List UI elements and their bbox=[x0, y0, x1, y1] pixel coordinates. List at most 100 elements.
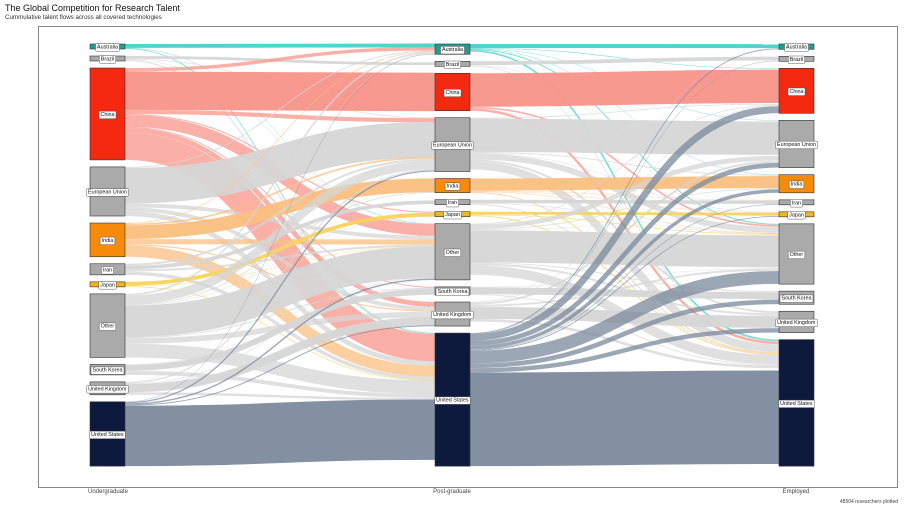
flow-undergraduate-japan-to-japan bbox=[124, 212, 436, 286]
flow-undergraduate-other-to-india bbox=[124, 191, 436, 306]
flow-post-graduate-united-states-to-european-union bbox=[469, 162, 780, 346]
label-employed-iran: Iran bbox=[790, 199, 803, 208]
stage-label-employed: Employed bbox=[782, 489, 810, 495]
label-undergraduate-india: India bbox=[99, 236, 116, 245]
flow-post-graduate-united-states-to-australia bbox=[469, 48, 780, 334]
label-post-graduate-india: India bbox=[444, 182, 461, 191]
flow-undergraduate-india-to-european-union bbox=[124, 156, 436, 226]
label-box-post-graduate-brazil bbox=[444, 60, 461, 69]
label-box-employed-china bbox=[787, 87, 806, 96]
label-box-undergraduate-india bbox=[99, 236, 116, 245]
label-box-employed-iran bbox=[790, 199, 803, 208]
label-employed-india: India bbox=[788, 180, 805, 189]
flow-post-graduate-japan-to-japan bbox=[469, 211, 780, 216]
flow-undergraduate-india-to-australia bbox=[124, 51, 436, 224]
node-labels: Australia Brazil China European Union India I… bbox=[86, 43, 818, 439]
label-text-post-graduate-australia: Australia bbox=[442, 47, 463, 53]
label-employed-china: China bbox=[787, 87, 806, 96]
flow-post-graduate-india-to-india bbox=[469, 176, 780, 191]
label-text-post-graduate-other: Other bbox=[446, 250, 460, 256]
label-box-post-graduate-united-kingdom bbox=[431, 311, 474, 320]
flow-undergraduate-united-states-to-european-union bbox=[124, 170, 436, 404]
page-title: The Global Competition for Research Tale… bbox=[5, 3, 180, 13]
flow-undergraduate-united-states-to-other bbox=[124, 278, 436, 405]
flow-post-graduate-china-to-china bbox=[469, 69, 780, 107]
label-box-post-graduate-united-states bbox=[434, 396, 471, 405]
label-text-post-graduate-india: India bbox=[447, 184, 459, 190]
flow-post-graduate-south-korea-to-united-states bbox=[469, 294, 780, 366]
flow-post-graduate-united-kingdom-to-china bbox=[469, 105, 780, 303]
flow-undergraduate-india-to-india bbox=[124, 178, 436, 240]
label-box-undergraduate-united-states bbox=[89, 430, 126, 439]
label-text-employed-other: Other bbox=[790, 252, 804, 258]
label-box-employed-australia bbox=[784, 43, 809, 52]
label-box-employed-india bbox=[788, 180, 805, 189]
flow-undergraduate-other-to-european-union bbox=[124, 160, 436, 305]
flow-undergraduate-south-korea-to-united-states bbox=[124, 370, 436, 398]
flow-undergraduate-european-union-to-european-union bbox=[124, 121, 436, 204]
label-box-employed-japan bbox=[787, 211, 806, 220]
label-box-post-graduate-india bbox=[444, 182, 461, 191]
flow-undergraduate-other-to-australia bbox=[124, 51, 436, 296]
label-text-undergraduate-south-korea: South Korea bbox=[93, 368, 123, 374]
chart-frame bbox=[38, 26, 898, 488]
flow-post-graduate-european-union-to-china bbox=[469, 103, 780, 119]
label-post-graduate-brazil: Brazil bbox=[444, 60, 461, 69]
label-post-graduate-iran: Iran bbox=[446, 199, 459, 208]
node-undergraduate-other bbox=[89, 293, 126, 358]
label-employed-japan: Japan bbox=[787, 211, 806, 220]
label-box-post-graduate-japan bbox=[443, 211, 462, 220]
flow-undergraduate-iran-to-other bbox=[124, 244, 436, 272]
flow-post-graduate-other-to-india bbox=[469, 188, 780, 230]
label-undergraduate-south-korea: South Korea bbox=[90, 366, 125, 375]
flow-undergraduate-united-kingdom-to-european-union bbox=[124, 169, 436, 384]
label-box-post-graduate-south-korea bbox=[435, 287, 470, 296]
label-text-undergraduate-india: India bbox=[102, 238, 114, 244]
flow-undergraduate-iran-to-european-union bbox=[124, 158, 436, 266]
label-text-employed-european-union: European Union bbox=[777, 142, 816, 148]
label-employed-other: Other bbox=[787, 250, 806, 259]
label-undergraduate-iran: Iran bbox=[101, 266, 114, 275]
flow-undergraduate-other-to-south-korea bbox=[124, 287, 436, 339]
flow-undergraduate-united-kingdom-to-united-states bbox=[124, 392, 436, 401]
label-box-post-graduate-iran bbox=[446, 199, 459, 208]
label-text-employed-brazil: Brazil bbox=[790, 57, 803, 63]
flow-post-graduate-united-states-to-united-kingdom bbox=[469, 328, 780, 373]
flow-undergraduate-other-to-other bbox=[124, 246, 436, 338]
label-box-post-graduate-european-union bbox=[431, 141, 474, 150]
label-employed-european-union: European Union bbox=[775, 140, 818, 149]
label-box-undergraduate-japan bbox=[98, 281, 117, 290]
flow-post-graduate-south-korea-to-south-korea bbox=[469, 287, 780, 300]
flow-post-graduate-other-to-european-union bbox=[469, 155, 780, 230]
label-text-undergraduate-australia: Australia bbox=[97, 45, 118, 51]
flow-undergraduate-china-to-european-union bbox=[124, 109, 436, 123]
label-text-employed-united-kingdom: United Kingdom bbox=[777, 320, 816, 326]
label-employed-brazil: Brazil bbox=[788, 55, 805, 64]
label-box-employed-brazil bbox=[788, 55, 805, 64]
label-text-post-graduate-european-union: European Union bbox=[433, 143, 472, 149]
label-post-graduate-japan: Japan bbox=[443, 211, 462, 220]
flow-post-graduate-other-to-united-kingdom bbox=[469, 263, 780, 316]
label-text-employed-japan: Japan bbox=[789, 212, 804, 218]
label-text-undergraduate-japan: Japan bbox=[100, 282, 115, 288]
label-box-post-graduate-other bbox=[443, 248, 462, 257]
label-undergraduate-other: Other bbox=[98, 322, 117, 331]
node-employed-china bbox=[778, 68, 815, 114]
label-employed-united-kingdom: United Kingdom bbox=[775, 318, 818, 327]
label-box-undergraduate-other bbox=[98, 322, 117, 331]
flow-post-graduate-china-to-other bbox=[469, 106, 780, 227]
flow-post-graduate-united-kingdom-to-australia bbox=[469, 48, 780, 303]
flow-undergraduate-united-states-to-united-kingdom bbox=[124, 325, 436, 406]
flow-post-graduate-iran-to-iran bbox=[469, 199, 780, 204]
label-box-undergraduate-brazil bbox=[99, 55, 116, 64]
label-box-employed-other bbox=[787, 250, 806, 259]
label-text-post-graduate-south-korea: South Korea bbox=[438, 289, 468, 295]
flow-post-graduate-other-to-china bbox=[469, 104, 780, 225]
flow-post-graduate-united-states-to-japan bbox=[469, 215, 780, 351]
flow-undergraduate-united-states-to-united-states bbox=[124, 399, 436, 467]
label-text-undergraduate-european-union: European Union bbox=[88, 189, 127, 195]
flow-undergraduate-other-to-united-states bbox=[124, 343, 436, 395]
flow-undergraduate-other-to-japan bbox=[124, 216, 436, 306]
label-box-post-graduate-china bbox=[443, 88, 462, 97]
